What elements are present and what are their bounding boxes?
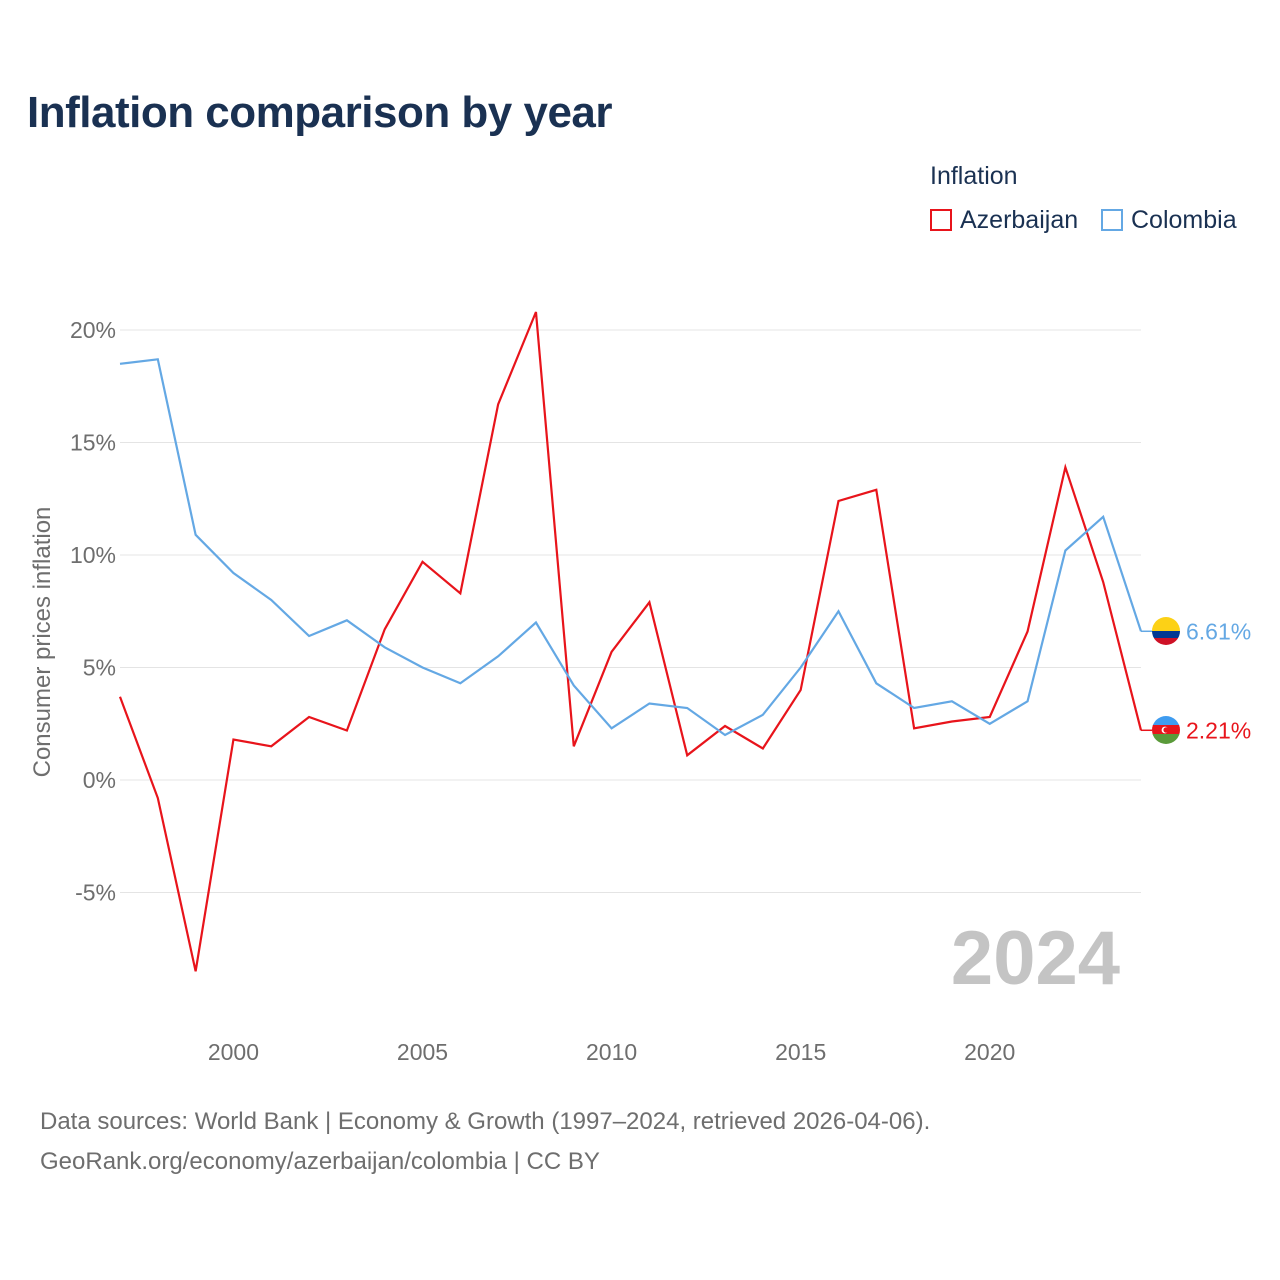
azerbaijan-flag-icon (1152, 716, 1180, 744)
grid-lines (120, 329, 1141, 893)
y-axis-label: Consumer prices inflation (29, 507, 56, 778)
x-tick-label: 2015 (775, 1039, 826, 1065)
source-line-2[interactable]: GeoRank.org/economy/azerbaijan/colombia … (40, 1148, 600, 1175)
source-line-1: Data sources: World Bank | Economy & Gro… (40, 1108, 931, 1135)
x-tick-label: 2000 (208, 1039, 259, 1065)
series-lines: 2.21% 6.61% (118, 311, 1251, 972)
y-tick-label: 10% (70, 542, 116, 568)
colombia-flag-icon (1152, 617, 1180, 645)
year-watermark: 2024 (951, 916, 1120, 1001)
legend-label-colombia: Colombia (1131, 205, 1237, 234)
y-tick-label: 15% (70, 430, 116, 456)
series-line-colombia[interactable] (119, 358, 1143, 737)
x-axis-ticks: 2000 2005 2010 2015 2020 (208, 1039, 1015, 1065)
end-value-label-azerbaijan: 2.21% (1186, 717, 1251, 743)
y-tick-label: -5% (75, 880, 116, 906)
legend-swatch-colombia (1101, 209, 1123, 231)
legend-item-azerbaijan[interactable]: Azerbaijan (930, 204, 1078, 236)
y-tick-label: 20% (70, 317, 116, 343)
end-value-label-colombia: 6.61% (1186, 618, 1251, 644)
y-tick-label: 5% (83, 655, 116, 681)
legend-title: Inflation (930, 162, 1018, 190)
legend-label-azerbaijan: Azerbaijan (960, 205, 1079, 234)
y-tick-label: 0% (83, 767, 116, 793)
chart-title: Inflation comparison by year (27, 88, 613, 137)
x-tick-label: 2005 (397, 1039, 448, 1065)
legend-swatch-azerbaijan (930, 209, 952, 231)
y-axis-ticks: -5% 0% 5% 10% 15% 20% (70, 317, 116, 906)
x-tick-label: 2010 (586, 1039, 637, 1065)
series-line-azerbaijan[interactable] (118, 311, 1143, 972)
legend-item-colombia[interactable]: Colombia (1101, 204, 1237, 236)
x-tick-label: 2020 (964, 1039, 1015, 1065)
